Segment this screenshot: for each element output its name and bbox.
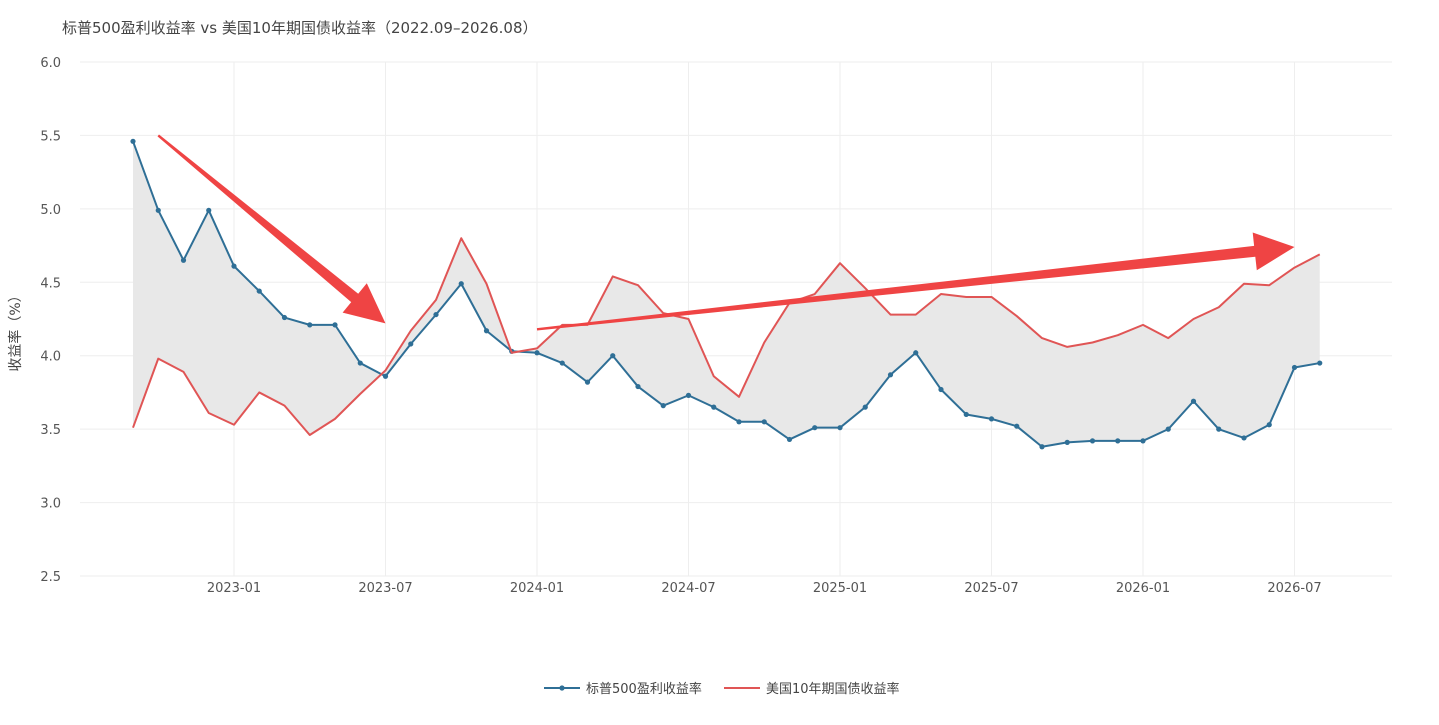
data-point [256,288,262,294]
fill-between-area [133,141,1320,447]
data-point [1291,364,1298,371]
data-point [736,419,742,425]
data-point [357,360,363,366]
x-tick-label: 2023-07 [358,581,412,596]
data-point [1165,426,1171,432]
fill-between-polygon [133,141,1320,447]
annotations [157,134,1295,331]
data-point [332,322,338,328]
axes: 2.5 3.0 3.5 4.0 4.5 5.0 5.5 6.0 2023-01 2023-07 20… [40,56,1321,596]
x-tick-label: 2024-01 [510,581,564,596]
data-point [913,350,919,356]
data-point [534,350,540,356]
data-point [610,353,616,359]
data-point [660,403,666,409]
data-point [963,411,969,418]
data-point [483,328,490,334]
data-point [382,373,389,379]
data-point [281,314,288,321]
series-line [132,140,1320,448]
y-tick-label: 6.0 [40,56,61,71]
legend: 标普500盈利收益率 美国10年期国债收益率 [544,681,900,697]
data-point [458,281,464,287]
data-point [761,419,767,425]
grid [80,61,1392,577]
data-point [711,404,717,410]
x-tick-label: 2025-07 [964,581,1018,596]
trend-arrow-1 [157,134,386,324]
data-point [938,386,944,393]
legend-marker [559,685,565,691]
data-point [1014,423,1020,429]
x-tick-label: 2026-07 [1267,581,1321,596]
data-point [155,207,161,213]
data-point [433,311,439,318]
chart-title: 标普500盈利收益率 vs 美国10年期国债收益率（2022.09–2026.0… [62,19,538,37]
data-point [584,379,591,385]
data-point [685,392,692,398]
y-tick-label: 2.5 [40,570,61,585]
x-tick-label: 2023-01 [207,581,261,596]
series-line [132,237,1321,437]
legend-label: 美国10年期国债收益率 [766,681,900,697]
data-point [887,372,894,378]
x-tick-label: 2024-07 [661,581,715,596]
x-tick-label: 2026-01 [1116,581,1170,596]
data-point [408,341,414,347]
data-point [130,138,136,144]
data-point [988,416,995,422]
y-tick-label: 4.0 [40,350,61,365]
data-point [1089,438,1096,444]
series-1 [130,138,1323,450]
data-point [1216,426,1222,432]
data-point [635,383,641,390]
y-tick-label: 3.5 [40,423,61,438]
data-point [1241,435,1247,441]
y-tick-label: 5.5 [40,129,61,144]
data-point [180,257,187,263]
data-point [786,436,793,443]
data-point [862,404,868,410]
y-tick-label: 5.0 [40,203,61,218]
data-point [812,425,818,431]
data-point [1039,444,1045,450]
legend-label: 标普500盈利收益率 [586,681,702,697]
x-tick-label: 2025-01 [813,581,867,596]
series-2 [132,237,1321,437]
y-tick-label: 3.0 [40,497,61,512]
y-axis-label: 收益率（%） [7,288,24,371]
data-point [1115,438,1121,444]
series-lines [130,138,1323,450]
y-tick-label: 4.5 [40,276,61,291]
data-point [1317,360,1323,366]
legend-item-2: 美国10年期国债收益率 [724,681,900,697]
data-point [206,207,212,213]
data-point [1190,398,1197,404]
data-point [1266,422,1272,428]
data-point [307,322,313,328]
legend-item-1: 标普500盈利收益率 [544,681,702,697]
trend-arrow-2 [536,232,1295,331]
data-point [837,425,843,431]
data-point [1064,439,1070,445]
data-point [1140,438,1146,444]
data-point [231,263,237,269]
data-point [559,360,565,366]
